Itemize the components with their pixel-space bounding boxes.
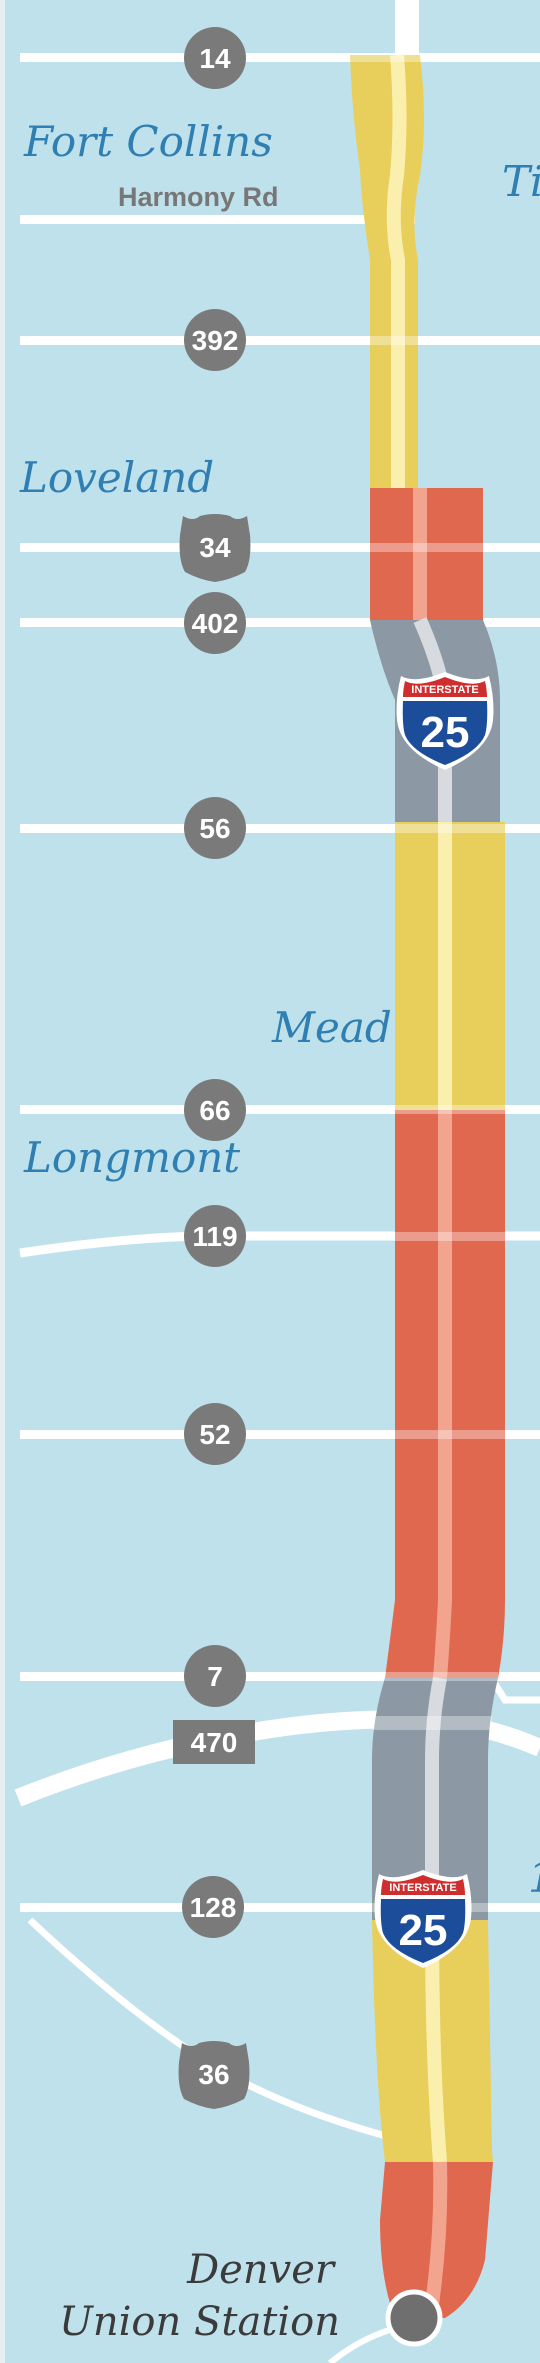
marker-7-label: 7 [207,1661,223,1692]
crossing-52 [395,1430,505,1439]
us-36-shield: 36 [178,2041,250,2109]
city-label-fort-collins: Fort Collins [23,117,273,166]
us-34-shield: 34 [179,514,251,582]
e-470-marker-box [173,1720,255,1764]
edge-label-bottom-right: 1 [528,1853,540,1902]
interstate-25-shield-south: INTERSTATE 25 [374,1870,472,1968]
marker-7-circle [184,1645,246,1707]
destination-line2: Union Station [59,2299,340,2345]
interstate-25-shield-red-top [403,677,487,697]
cross-roads [20,53,540,1912]
marker-52-label: 52 [199,1419,230,1450]
road-52-line [20,1430,540,1439]
marker-14: 14 [184,27,246,89]
marker-402-circle [184,592,246,654]
interstate-25-shield-north: INTERSTATE 25 [396,672,494,770]
crossing-66 [395,1105,505,1114]
center-lane-north [386,54,407,488]
marker-52: 52 [184,1403,246,1465]
us-36-shield-label: 36 [198,2059,229,2090]
road-402-line [20,618,540,627]
road-128-line [20,1903,540,1912]
crossing-34 [370,543,483,552]
marker-56-label: 56 [199,813,230,844]
marker-14-label: 14 [199,43,231,74]
marker-402-label: 402 [192,608,239,639]
marker-66-circle [184,1079,246,1141]
interstate-25-shield-blue-body-south [380,1899,466,1963]
marker-7: 7 [184,1645,246,1707]
marker-392: 392 [184,309,246,371]
marker-56-circle [184,797,246,859]
us-34-shield-icon [179,514,251,582]
interstate-25-shield-blue-body [402,701,488,765]
marker-52-circle [184,1403,246,1465]
city-label-longmont: Longmont [23,1133,240,1182]
north-road [395,0,419,55]
interstate-25-shield-top-text-south: INTERSTATE [389,1882,456,1894]
crossing-119 [395,1232,505,1241]
marker-119-circle [184,1205,246,1267]
us-34-shield-label: 34 [199,532,231,563]
segment-moderate-north [350,55,424,488]
marker-392-label: 392 [192,325,239,356]
crossing-14 [350,53,422,62]
center-lane-longmont [433,1110,452,1679]
interstate-25-shield-top-text: INTERSTATE [411,684,478,696]
city-label-mead: Mead [271,1003,392,1052]
interstate-25-shield-number-south: 25 [399,1906,448,1955]
center-lane-470 [425,1676,447,1920]
crossing-392 [362,336,422,345]
marker-128-label: 128 [190,1892,237,1923]
road-470-line [14,1710,540,1807]
marker-119: 119 [184,1205,246,1267]
road-14-line [20,53,540,62]
harmony-road-label: Harmony Rd [118,182,279,212]
marker-119-label: 119 [192,1221,237,1252]
marker-402: 402 [184,592,246,654]
map-left-border [0,0,5,2363]
e-470-marker-label: 470 [191,1727,238,1758]
marker-128-circle [182,1876,244,1938]
i25-corridor [350,54,505,2320]
interstate-25-shield-red-top-south [381,1875,465,1895]
e-470-marker: 470 [173,1720,255,1764]
crossing-470 [372,1716,492,1730]
road-66-line [20,1105,540,1114]
marker-66-label: 66 [199,1095,230,1126]
interstate-25-shield-number: 25 [421,708,470,757]
road-56-line [20,824,540,833]
marker-128: 128 [182,1876,244,1938]
road-392-line [20,336,540,345]
edge-label-top-right: Ti [502,157,540,206]
crossing-7 [385,1672,498,1681]
destination-line1: Denver [186,2247,337,2293]
city-label-loveland: Loveland [19,453,214,502]
marker-66: 66 [184,1079,246,1141]
road-harmony-line [20,215,415,224]
marker-392-circle [184,309,246,371]
road-7-line [20,1672,540,1681]
marker-14-circle [184,27,246,89]
us-36-shield-icon [178,2041,250,2109]
station-dot-icon [385,2289,443,2347]
crossing-56 [395,824,505,833]
road-34-line [20,543,540,552]
marker-56: 56 [184,797,246,859]
